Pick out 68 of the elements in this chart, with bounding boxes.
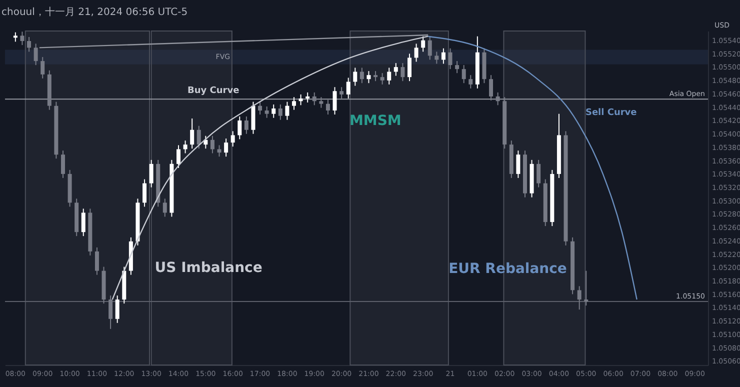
candlestick [190,118,194,150]
candlestick [346,77,350,99]
candlestick [312,92,316,106]
candlestick [115,295,120,324]
candlestick [421,36,426,52]
candlestick [244,116,248,134]
candlestick [366,70,371,84]
series-label: Sell Curve [585,108,637,118]
annotation: EUR Rebalance [448,261,567,278]
candlestick [353,67,358,86]
candlestick [183,140,188,154]
candlestick [217,144,222,158]
annotation: MMSM [349,113,402,130]
candlestick [496,92,500,106]
candlestick [414,43,418,62]
candlestick [264,106,269,118]
candlestick [577,286,582,310]
candlestick [380,72,384,85]
candlestick [298,94,303,106]
candlestick [27,36,32,52]
candlestick [108,295,113,330]
series-label: Buy Curve [188,86,240,96]
candlestick [210,135,214,154]
candlestick [258,101,262,115]
candlestick [360,67,364,84]
candlestick [489,74,494,101]
candlestick [176,144,180,168]
annotation: US Imbalance [154,260,262,276]
candlestick [20,31,24,46]
candlestick [230,130,235,148]
candlestick [387,67,392,85]
candlestick [319,96,324,108]
candlestick [400,62,405,82]
candlestick [448,48,452,70]
candlestick [516,150,520,178]
candlestick [162,198,167,218]
candlestick [272,104,276,118]
candlestick [326,99,330,115]
candlestick [332,86,337,115]
candlestick [462,64,466,84]
candlestick [34,43,38,66]
chart-title: chouul，十一月 21, 2024 06:56 UTC-5 [2,6,188,18]
candlestick [81,208,86,237]
candlestick [292,96,296,110]
candlestick [40,56,45,79]
candlestick [142,178,147,208]
candlestick [94,246,99,276]
candlestick [149,159,154,188]
candlestick [285,101,290,120]
candlestick [584,270,588,306]
candlestick [238,116,242,140]
candlestick [224,138,228,158]
candlestick [374,70,378,82]
line-series [427,36,638,300]
candlestick [340,86,344,99]
candlestick [394,62,398,76]
candlestick [278,104,282,120]
candlestick [441,48,446,64]
candlestick [306,92,310,103]
candlestick [196,125,201,150]
candlestick [428,36,432,60]
candlestick [455,60,460,74]
candlestick [536,159,541,188]
candlestick [468,74,473,89]
candlestick [407,53,412,82]
candlestick [60,150,65,178]
candlestick [13,32,18,42]
candlestick [434,51,439,64]
